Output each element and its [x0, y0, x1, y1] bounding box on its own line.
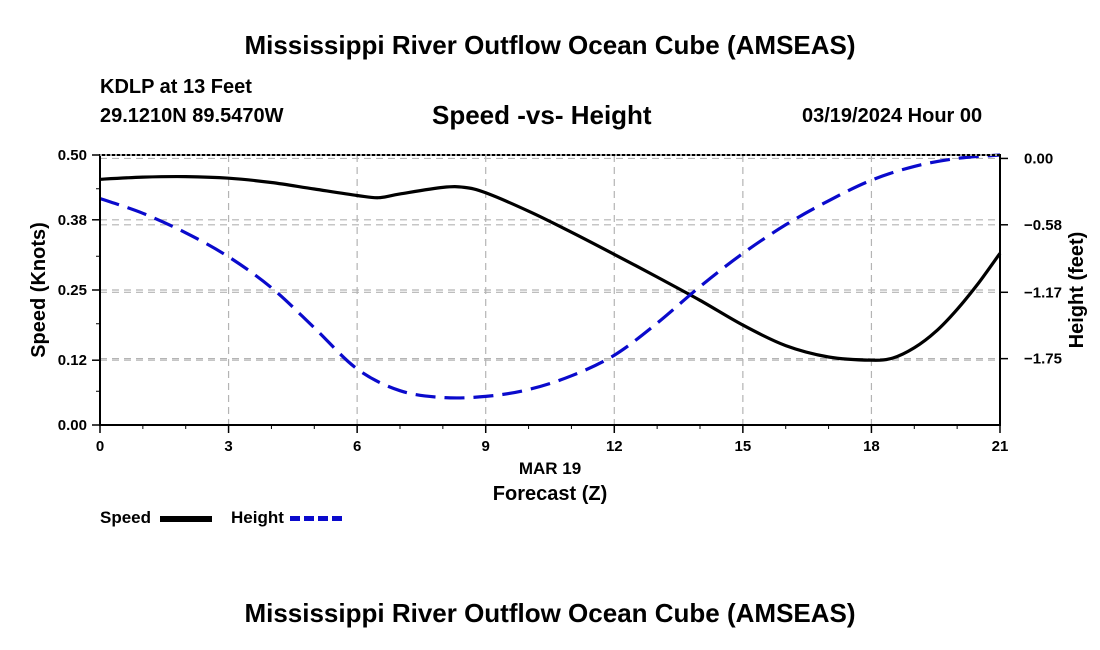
x-tick-label: 6 — [353, 438, 361, 455]
y-tick-label: 0.50 — [58, 147, 87, 164]
y2-tick-label: −1.75 — [1024, 351, 1062, 368]
legend-height-label: Height — [231, 508, 284, 527]
axis-ticks: 0 3 6 9 12 15 18 21 0.00 0.12 0.25 0.38 0.50 0.00 −0.5… — [58, 147, 1062, 455]
x-axis-label: Forecast (Z) — [493, 483, 607, 505]
y-tick-label: 0.38 — [58, 212, 87, 229]
x-tick-label: 3 — [224, 438, 232, 455]
legend-height-swatch — [290, 516, 342, 521]
y2-tick-label: 0.00 — [1024, 150, 1053, 167]
y-tick-label: 0.25 — [58, 282, 87, 299]
station-label: KDLP at 13 Feet — [100, 76, 252, 98]
footer-title: Mississippi River Outflow Ocean Cube (AM… — [244, 598, 856, 628]
station-coordinates: 29.1210N 89.5470W — [100, 105, 284, 127]
series-layer — [99, 153, 1002, 400]
forecast-datetime: 03/19/2024 Hour 00 — [802, 105, 983, 127]
x-tick-label: 18 — [863, 438, 880, 455]
x-axis-date-label: MAR 19 — [519, 459, 581, 478]
legend-speed-swatch — [160, 516, 212, 522]
legend-speed-label: Speed — [100, 508, 152, 527]
y-tick-label: 0.12 — [58, 352, 87, 369]
y2-tick-label: −1.17 — [1024, 284, 1062, 301]
x-tick-label: 12 — [606, 438, 623, 455]
chart-subtitle: Speed -vs- Height — [432, 100, 652, 130]
x-tick-label: 21 — [992, 438, 1009, 455]
y2-axis-label: Height (feet) — [1066, 232, 1088, 349]
y-tick-label: 0.00 — [58, 417, 87, 434]
x-tick-label: 9 — [482, 438, 490, 455]
x-tick-label: 0 — [96, 438, 104, 455]
y-axis-label: Speed (Knots) — [28, 222, 50, 358]
chart-main-title: Mississippi River Outflow Ocean Cube (AM… — [244, 30, 856, 60]
height-series-line — [99, 153, 1001, 400]
speed-series-line — [99, 174, 1002, 362]
x-tick-label: 15 — [735, 438, 752, 455]
y2-tick-label: −0.58 — [1024, 217, 1062, 234]
